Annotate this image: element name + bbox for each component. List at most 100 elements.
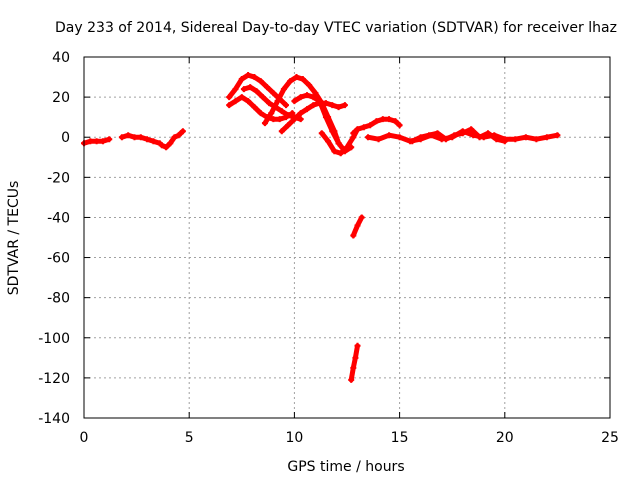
- series-seg-11: [350, 116, 403, 137]
- data-point: [396, 134, 403, 141]
- data-point: [163, 144, 170, 151]
- data-point: [175, 132, 182, 139]
- data-point: [297, 94, 304, 101]
- data-point: [310, 102, 317, 109]
- x-tick-label: 0: [80, 430, 89, 446]
- data-point: [396, 122, 403, 129]
- data-point: [285, 112, 292, 119]
- series-seg-15: [409, 126, 508, 145]
- data-point: [352, 354, 359, 361]
- data-point: [257, 78, 264, 85]
- data-point: [240, 86, 247, 93]
- data-point: [291, 116, 298, 123]
- data-point: [291, 98, 298, 105]
- data-point: [106, 136, 113, 143]
- data-point: [331, 148, 338, 155]
- data-point: [379, 116, 386, 123]
- y-axis-label: SDTVAR / TECUs: [6, 181, 22, 296]
- data-point: [322, 114, 329, 121]
- data-point: [417, 134, 424, 141]
- data-point: [278, 128, 285, 135]
- data-point: [386, 132, 393, 139]
- data-point: [329, 128, 336, 135]
- x-tick-label: 15: [391, 430, 409, 446]
- data-point: [375, 136, 382, 143]
- data-point: [131, 134, 138, 141]
- data-point: [232, 98, 239, 105]
- data-point: [282, 102, 289, 109]
- data-point: [293, 74, 300, 81]
- data-point: [341, 102, 348, 109]
- y-tick-label: 40: [52, 50, 70, 66]
- data-point: [238, 94, 245, 101]
- data-point: [268, 110, 275, 117]
- data-point: [312, 90, 319, 97]
- data-point: [306, 82, 313, 89]
- data-point: [93, 138, 100, 145]
- x-tick-label: 25: [601, 430, 619, 446]
- data-point: [144, 136, 151, 143]
- series-seg-6: [240, 84, 304, 123]
- series-seg-1: [81, 136, 113, 147]
- data-point: [251, 74, 258, 81]
- chart-title: Day 233 of 2014, Sidereal Day-to-day VTE…: [55, 20, 617, 36]
- y-tick-label: -80: [47, 291, 70, 307]
- data-point: [329, 102, 336, 109]
- y-tick-label: 0: [61, 130, 70, 146]
- data-point: [365, 134, 372, 141]
- data-point: [278, 108, 285, 115]
- data-point: [257, 110, 264, 117]
- data-point: [297, 116, 304, 123]
- data-point: [409, 138, 416, 145]
- data-point: [310, 94, 317, 101]
- series-seg-13: [348, 342, 361, 383]
- data-point: [276, 116, 283, 123]
- data-point: [350, 232, 357, 239]
- data-point: [335, 104, 342, 111]
- data-point: [158, 142, 165, 149]
- data-point: [99, 138, 106, 145]
- data-point: [118, 134, 125, 141]
- series-trail: [291, 92, 354, 154]
- x-tick-label: 10: [285, 430, 303, 446]
- y-tick-label: -100: [38, 331, 70, 347]
- data-points: [81, 72, 561, 383]
- axis-ticks: 0 5 10 15 20 25 40 20 0 -20 -40 -60 -80 -100 -120 -140: [38, 50, 619, 446]
- data-point: [344, 144, 350, 151]
- data-point: [304, 92, 311, 99]
- series-seg-4: [226, 72, 289, 109]
- series-seg-3: [158, 128, 186, 151]
- data-point: [270, 90, 277, 97]
- data-point: [350, 130, 357, 137]
- data-point: [554, 132, 561, 139]
- data-point: [238, 76, 245, 83]
- data-point: [287, 78, 294, 85]
- data-point: [297, 110, 304, 117]
- data-point: [259, 94, 266, 101]
- data-point: [150, 138, 157, 145]
- data-point: [299, 76, 306, 83]
- data-point: [348, 376, 355, 383]
- data-point: [442, 136, 449, 143]
- data-point: [232, 86, 239, 93]
- y-tick-label: -120: [38, 371, 70, 387]
- data-point: [360, 124, 367, 131]
- data-point: [373, 118, 380, 125]
- y-tick-label: -140: [38, 411, 70, 427]
- data-point: [392, 118, 399, 125]
- data-point: [167, 140, 174, 147]
- data-point: [501, 138, 508, 145]
- data-point: [245, 72, 252, 79]
- y-tick-label: -60: [47, 251, 70, 267]
- data-point: [512, 136, 519, 143]
- data-point: [280, 86, 287, 93]
- data-point: [226, 94, 233, 101]
- data-point: [179, 128, 186, 135]
- data-point: [533, 136, 540, 143]
- series-seg-8: [278, 100, 348, 135]
- data-point: [318, 130, 325, 137]
- data-point: [337, 150, 344, 157]
- data-point: [87, 138, 94, 145]
- data-point: [354, 342, 361, 349]
